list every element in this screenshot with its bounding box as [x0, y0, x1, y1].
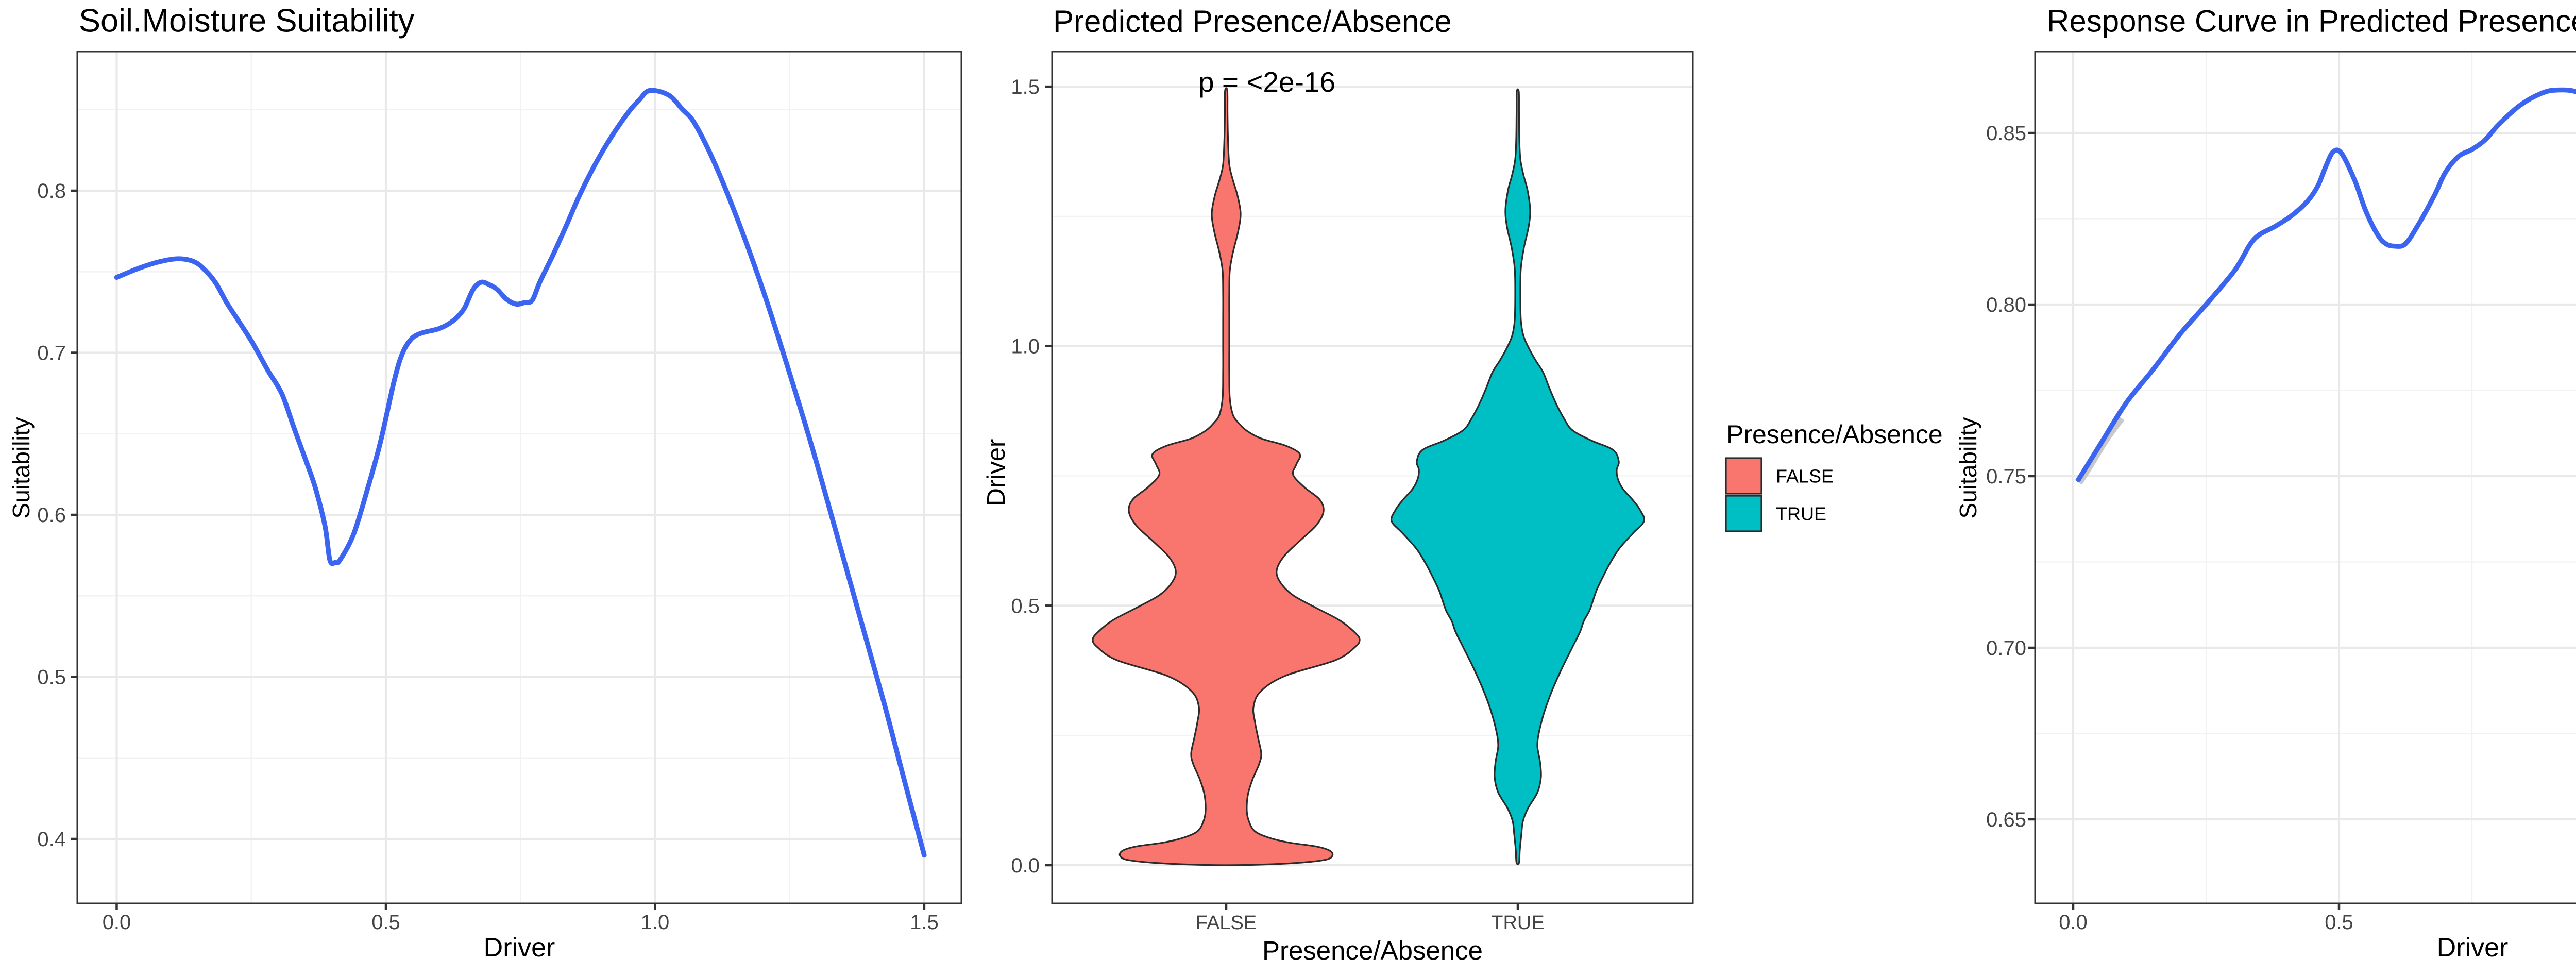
- svg-text:FALSE: FALSE: [1196, 912, 1257, 934]
- svg-text:Suitability: Suitability: [1955, 417, 1981, 519]
- svg-text:p = <2e-16: p = <2e-16: [1198, 66, 1335, 98]
- svg-text:Driver: Driver: [484, 933, 555, 963]
- svg-text:0.80: 0.80: [1986, 294, 2026, 316]
- svg-text:Presence/Absence: Presence/Absence: [1726, 420, 1943, 449]
- svg-text:1.0: 1.0: [641, 911, 670, 934]
- svg-text:FALSE: FALSE: [1776, 466, 1834, 487]
- svg-text:0.65: 0.65: [1986, 809, 2026, 831]
- svg-text:Driver: Driver: [982, 439, 1010, 507]
- svg-text:0.70: 0.70: [1986, 637, 2026, 660]
- svg-text:Response Curve in Predicted Pr: Response Curve in Predicted Presence Are…: [2047, 4, 2576, 39]
- svg-text:0.8: 0.8: [37, 180, 66, 203]
- svg-text:0.85: 0.85: [1986, 122, 2026, 145]
- svg-text:0.5: 0.5: [37, 666, 66, 689]
- svg-text:0.5: 0.5: [1011, 595, 1040, 617]
- svg-text:1.5: 1.5: [1011, 76, 1040, 98]
- svg-text:Presence/Absence: Presence/Absence: [1262, 936, 1483, 965]
- svg-text:1.5: 1.5: [910, 911, 939, 934]
- svg-text:0.0: 0.0: [2059, 911, 2088, 934]
- svg-text:0.0: 0.0: [103, 911, 131, 934]
- svg-text:1.0: 1.0: [1011, 335, 1040, 358]
- svg-text:Driver: Driver: [2437, 933, 2509, 963]
- svg-text:TRUE: TRUE: [1491, 912, 1544, 934]
- svg-text:0.4: 0.4: [37, 828, 66, 851]
- svg-text:0.7: 0.7: [37, 342, 66, 365]
- svg-text:0.6: 0.6: [37, 504, 66, 527]
- svg-text:0.5: 0.5: [371, 911, 400, 934]
- svg-text:0.5: 0.5: [2325, 911, 2353, 934]
- svg-text:0.0: 0.0: [1011, 854, 1040, 877]
- svg-text:TRUE: TRUE: [1776, 503, 1826, 525]
- svg-text:0.75: 0.75: [1986, 465, 2026, 488]
- svg-text:Soil.Moisture Suitability: Soil.Moisture Suitability: [79, 3, 415, 39]
- svg-text:Predicted Presence/Absence: Predicted Presence/Absence: [1053, 4, 1452, 39]
- svg-text:Suitability: Suitability: [8, 417, 35, 519]
